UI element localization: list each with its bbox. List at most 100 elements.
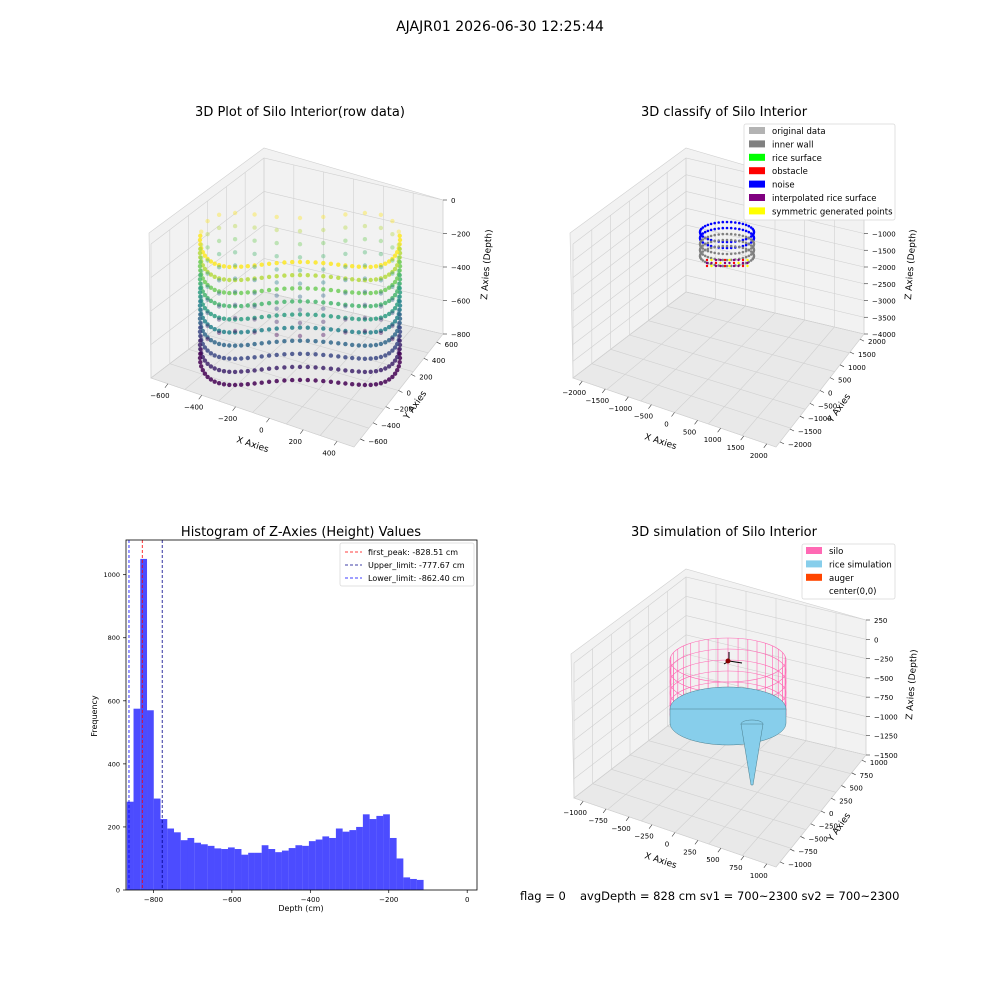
raw-point — [378, 276, 384, 281]
raw-point — [336, 301, 341, 307]
raw-point — [274, 274, 279, 279]
raw-point — [390, 269, 395, 275]
raw-point — [350, 355, 355, 361]
simulation-auger-axis — [728, 660, 743, 664]
raw-point — [397, 281, 402, 286]
raw-point — [305, 273, 310, 278]
raw-point — [305, 312, 310, 317]
raw-point — [343, 368, 348, 373]
raw-point — [297, 272, 303, 278]
classify-point — [741, 222, 745, 226]
simulation-z-tick-label: −1250 — [874, 733, 898, 741]
raw-x-tick — [198, 395, 202, 400]
raw-point — [212, 287, 217, 293]
classify-y-tick-label: 0 — [828, 390, 832, 398]
histogram-bar — [147, 710, 154, 890]
classify-point — [744, 229, 748, 233]
raw-point — [232, 276, 238, 281]
raw-y-tick-label: 0 — [407, 390, 411, 398]
raw-point — [205, 309, 210, 314]
simulation-z-tick-label: −250 — [874, 656, 893, 664]
raw-point — [313, 299, 318, 304]
classify-point — [721, 252, 725, 256]
raw-point — [205, 336, 210, 342]
classify-point — [729, 226, 733, 230]
raw-point — [216, 263, 222, 268]
raw-point — [321, 274, 326, 279]
raw-point — [390, 297, 395, 302]
simulation-floor-grid-y — [742, 747, 837, 856]
raw-point — [378, 328, 384, 333]
raw-point — [227, 304, 232, 309]
simulation-y-tick — [800, 836, 805, 839]
histogram-vlines — [128, 540, 163, 890]
raw-point — [216, 278, 222, 283]
raw-point — [305, 286, 310, 291]
raw-point — [396, 295, 401, 300]
raw-point — [390, 271, 395, 276]
raw-point — [313, 325, 318, 331]
raw-point — [216, 367, 222, 373]
classify-point — [706, 241, 710, 245]
classify-y-tick-label: 2000 — [868, 338, 886, 346]
simulation-x-tick — [694, 840, 699, 845]
raw-point — [297, 312, 303, 317]
classify-point — [701, 238, 705, 241]
simulation-y-tick-label: 250 — [839, 797, 852, 805]
classify-point — [729, 252, 733, 256]
classify-legend-swatch — [749, 127, 765, 134]
histogram-bar — [410, 878, 417, 890]
histogram-bars — [126, 558, 424, 890]
raw-point — [198, 233, 203, 238]
histogram-legend-label: Upper_limit: -777.67 cm — [368, 561, 465, 570]
raw-point — [202, 253, 208, 258]
raw-point — [252, 238, 257, 243]
classify-point — [701, 244, 705, 247]
raw-point — [362, 328, 368, 334]
histogram-x-tick-label: 0 — [465, 896, 469, 904]
raw-point — [395, 368, 400, 373]
classify-y-tick — [799, 415, 805, 419]
raw-point — [373, 316, 379, 321]
raw-point — [362, 210, 368, 216]
raw-point — [239, 317, 244, 322]
simulation-legend-label: auger — [829, 574, 854, 584]
raw-point — [198, 307, 203, 312]
raw-point — [232, 356, 238, 361]
classify-x-tick-label: −1000 — [609, 405, 633, 413]
classify-point — [725, 226, 729, 230]
raw-point — [290, 286, 295, 291]
raw-x-tick-label: −400 — [184, 403, 203, 411]
raw-point — [198, 255, 203, 260]
raw-point — [252, 212, 257, 217]
raw-point — [396, 242, 401, 247]
classify-point — [749, 253, 753, 256]
histogram-x-ticks: −800 −600 −400 −200 0 — [144, 890, 469, 904]
simulation-wall-grid-h — [573, 634, 867, 722]
raw-point — [239, 264, 244, 269]
raw-point — [313, 365, 318, 370]
raw-point — [392, 345, 398, 350]
classify-point — [713, 239, 716, 243]
classify-point — [721, 238, 725, 242]
raw-point — [232, 291, 238, 296]
raw-point — [197, 342, 203, 348]
raw-point — [383, 379, 388, 384]
histogram-bar — [234, 849, 242, 890]
raw-point — [259, 288, 264, 294]
histogram-bar — [194, 842, 201, 890]
raw-point — [197, 329, 203, 334]
simulation-x-tick-label: 250 — [683, 848, 696, 856]
raw-point — [373, 369, 379, 374]
classify-point — [749, 259, 753, 262]
raw-point — [259, 328, 264, 333]
raw-point — [216, 225, 222, 231]
raw-point — [198, 338, 203, 343]
classify-point — [721, 232, 725, 236]
raw-point — [221, 382, 227, 387]
raw-point — [362, 264, 368, 270]
classify-point — [703, 248, 707, 252]
raw-wall-grid-h — [150, 157, 444, 245]
classify-z-tick-label: −1000 — [872, 231, 896, 239]
